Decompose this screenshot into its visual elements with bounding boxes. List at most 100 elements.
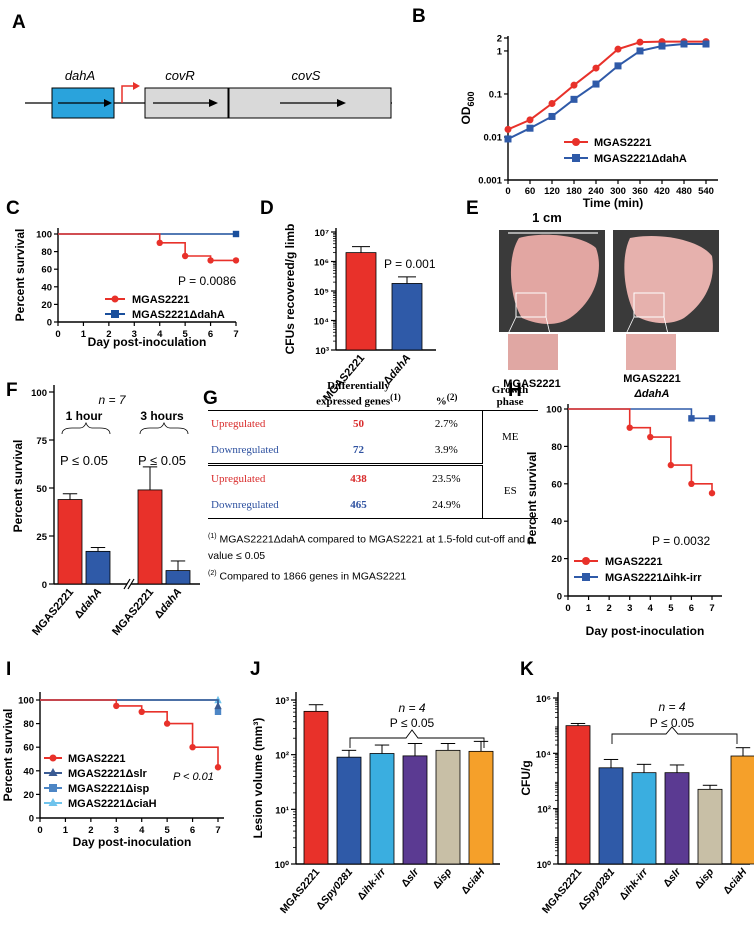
j-bracket [349, 729, 485, 748]
k-ytick-label: 10⁴ [536, 749, 552, 760]
i-xtick-label: 7 [215, 825, 220, 836]
b-data-point [592, 80, 600, 88]
j-category-label: ΔciaH [459, 866, 488, 897]
dahA-label: dahA [65, 68, 95, 83]
i-legend-label-ciaH: MGAS2221ΔciaH [68, 798, 157, 810]
b-xtick-label: 0 [505, 186, 510, 197]
j-pvalue: P ≤ 0.05 [390, 716, 435, 730]
i-pvalue: P < 0.01 [173, 771, 214, 783]
e-zoom-box-mut [633, 292, 665, 318]
c-ticks: 0 20 40 60 80 100 0 1 2 3 4 5 6 7 [36, 230, 239, 341]
d-ytick-label: 10⁷ [315, 228, 330, 239]
h-xtick-label: 5 [668, 603, 674, 614]
i-data-point [163, 720, 171, 727]
b-legend-marker-mut [572, 154, 580, 162]
j-bar [402, 755, 428, 865]
i-ticks: 0 20 40 60 80 100 0 1 2 3 4 5 6 7 [18, 696, 221, 837]
g-footnote-2-text: Compared to 1866 genes in MGAS2221 [216, 570, 407, 583]
g-row-3-label: Upregulated [211, 472, 266, 485]
k-category-label: Δihk-irr [617, 866, 651, 903]
i-ytick-label: 40 [23, 766, 34, 777]
b-data-point [636, 38, 644, 46]
c-data-point [207, 257, 214, 264]
e-zoom-box-wt [515, 292, 547, 318]
k-ytick-label: 10⁰ [537, 860, 552, 871]
g-header-row: Differentially expressed genes(1) %(2) G… [208, 378, 538, 411]
g-footnote-1-text: MGAS2221ΔdahA compared to MGAS2221 at 1.… [208, 533, 534, 563]
g-header-phase-text: Growth phase [491, 383, 529, 408]
f-axis-break-1 [123, 578, 131, 590]
i-series [40, 695, 222, 771]
i-xtick-label: 2 [88, 825, 93, 836]
i-legend-label-isp: MGAS2221Δisp [68, 783, 150, 795]
f-bar [57, 499, 83, 585]
g-row-3-pct: 23.5% [432, 472, 461, 485]
d-ytick-label: 10³ [315, 346, 329, 357]
i-data-point [189, 744, 196, 751]
covS-label: covS [292, 68, 321, 83]
f-bracket-1h [61, 421, 111, 435]
d-bar [391, 283, 423, 351]
i-xtick-label: 4 [139, 825, 145, 836]
f-category-label: MGAS2221 [30, 586, 76, 638]
b-xtick-label: 540 [698, 186, 714, 197]
g-row-4-pct: 24.9% [411, 491, 483, 519]
c-legend-marker-mut [111, 310, 119, 318]
f-bar [137, 489, 163, 585]
f-bracket-3h [139, 421, 189, 435]
b-ytick-label: 1 [497, 46, 503, 57]
k-category-label: ΔciaH [721, 866, 750, 897]
h-data-point [708, 415, 716, 422]
c-ytick-label: 60 [41, 265, 52, 276]
g-header-genes-text: Differentially expressed genes [316, 380, 391, 408]
f-ytick-label: 25 [36, 532, 47, 543]
h-data-point [626, 424, 633, 431]
panel-i-letter: I [6, 659, 11, 680]
panel-b-letter: B [412, 6, 426, 27]
i-legend-marker-isp [49, 784, 57, 792]
c-legend-label-wt: MGAS2221 [132, 294, 189, 306]
f-ytick-label: 50 [36, 484, 47, 495]
e-zoom-photo-wt [508, 334, 558, 370]
svg-text:OD600: OD600 [459, 91, 476, 124]
j-ytick-label: 10⁰ [275, 860, 290, 871]
b-data-point [504, 125, 512, 133]
i-xtick-label: 1 [63, 825, 69, 836]
c-ytick-label: 100 [36, 230, 52, 241]
j-category-label: Δslr [399, 866, 422, 890]
h-data-point [667, 461, 675, 469]
b-legend-label-mut: MGAS2221ΔdahA [594, 153, 687, 165]
b-data-point [526, 116, 534, 124]
e-tissue-wt [510, 234, 599, 324]
b-data-point [592, 64, 600, 72]
covS-arrowhead [337, 99, 346, 107]
h-series [568, 408, 716, 497]
g-footnotes: (1) MGAS2221ΔdahA compared to MGAS2221 a… [208, 528, 538, 586]
covR-arrowhead [209, 99, 218, 107]
c-ylabel: Percent survival [13, 229, 27, 322]
b-data-point [680, 40, 688, 48]
g-header-pct-text: % [435, 395, 447, 408]
h-legend-marker-mut [582, 573, 590, 581]
c-xtick-label: 2 [106, 329, 111, 340]
g-table: Differentially expressed genes(1) %(2) G… [208, 378, 538, 519]
c-data-point [232, 257, 240, 264]
i-ytick-label: 0 [29, 814, 34, 825]
j-bar [369, 753, 395, 865]
h-xtick-label: 0 [565, 603, 570, 614]
d-ytick-label: 10⁶ [314, 258, 329, 269]
g-row-4-label: Downregulated [208, 491, 306, 519]
h-data-point [688, 415, 695, 422]
h-xtick-label: 6 [689, 603, 694, 614]
d-pvalue: P = 0.001 [384, 257, 436, 271]
g-row-3-genes: 438 [350, 472, 367, 485]
f-group-label-1h: 1 hour [66, 409, 103, 423]
j-bar [303, 710, 329, 865]
i-ytick-label: 20 [23, 790, 34, 801]
h-data-point [708, 489, 716, 497]
k-pvalue: P ≤ 0.05 [650, 716, 695, 730]
g-header-blank [208, 378, 306, 411]
g-header-genes-sup: (1) [390, 392, 401, 402]
